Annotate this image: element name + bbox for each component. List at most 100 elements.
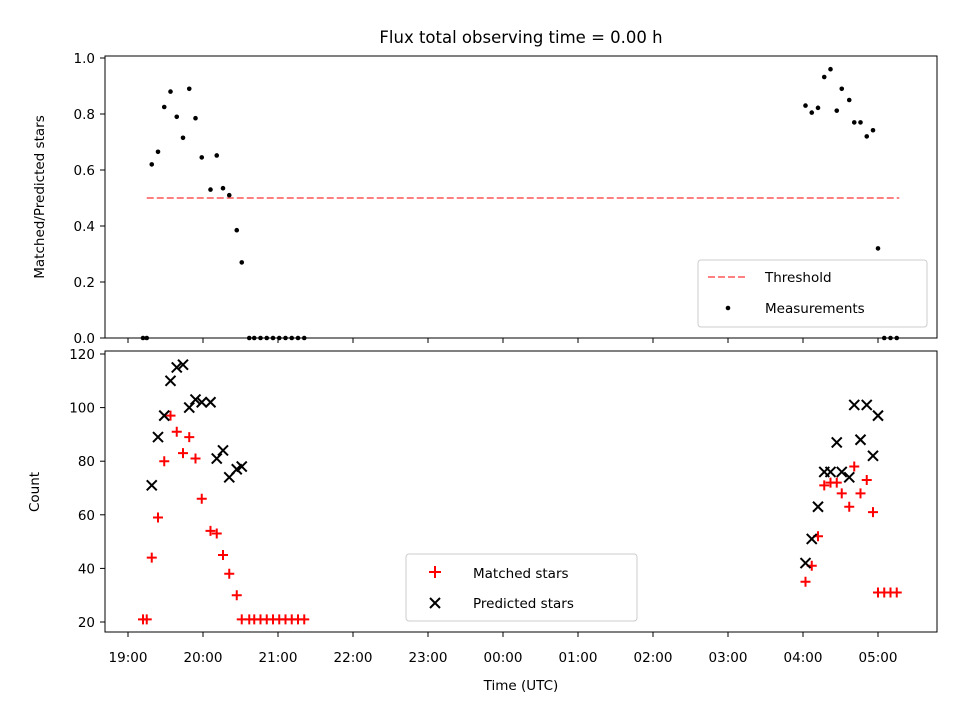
y-tick-label: 0.8	[74, 107, 95, 123]
top-y-axis: 0.0 0.2 0.4 0.6 0.8 1.0	[74, 51, 105, 347]
predicted-star-point	[183, 401, 195, 414]
legend-predicted-label: Predicted stars	[473, 596, 574, 612]
legend-measurements-swatch	[725, 305, 731, 311]
x-tick-label: 04:00	[784, 650, 823, 666]
predicted-star-point	[196, 396, 208, 408]
top-panel: 0.0 0.2 0.4 0.6 0.8 1.0 Matched/Predicted sta…	[32, 51, 938, 347]
measurement-point	[828, 66, 833, 72]
predicted-star-point	[152, 431, 164, 443]
x-tick-label: 03:00	[709, 650, 748, 666]
measurement-point	[214, 153, 220, 158]
x-tick-label: 05:00	[859, 650, 898, 666]
measurement-point	[870, 127, 876, 133]
predicted-star-point	[158, 409, 170, 422]
measurement-point	[149, 162, 155, 167]
matched-star-point	[836, 488, 847, 499]
y-tick-label: 20	[78, 615, 95, 631]
bottom-axes-frame	[104, 350, 938, 633]
predicted-star-point	[836, 466, 848, 478]
matched-star-point	[165, 410, 176, 421]
predicted-star-point	[164, 375, 177, 387]
predicted-star-point	[171, 361, 183, 374]
legend-matched-swatch	[429, 566, 441, 578]
matched-star-point	[153, 512, 163, 523]
measurement-point	[803, 103, 808, 108]
measurement-point	[168, 89, 173, 94]
predicted-star-point	[861, 399, 873, 411]
matched-star-point	[205, 525, 216, 536]
measurement-point	[851, 120, 857, 125]
measurement-point	[193, 115, 198, 121]
x-tick-label: 01:00	[559, 650, 598, 666]
predicted-star-point	[211, 452, 223, 465]
matched-star-point	[819, 480, 830, 491]
measurement-point	[180, 135, 186, 141]
x-axis-label: Time (UTC)	[483, 678, 559, 694]
matched-star-point	[855, 488, 866, 499]
matched-star-point	[141, 614, 152, 625]
matched-star-point	[844, 501, 855, 512]
bottom-plot-area	[138, 359, 902, 625]
predicted-star-point	[799, 557, 812, 569]
predicted-star-point	[831, 436, 843, 449]
y-tick-label: 0.6	[74, 163, 95, 179]
y-tick-label: 0.4	[74, 219, 95, 235]
x-tick-label: 19:00	[109, 650, 148, 666]
measurement-point	[846, 97, 852, 103]
matched-star-point	[224, 568, 235, 579]
predicted-star-point	[848, 399, 860, 411]
y-tick-label: 0.0	[74, 331, 95, 347]
bottom-x-axis: 19:00 20:00 21:00 22:00 23:00 00:00 01:00 02:00…	[109, 632, 898, 666]
bottom-legend: Matched stars Predicted stars	[405, 553, 638, 622]
matched-star-point	[218, 550, 228, 560]
measurement-point	[226, 192, 232, 198]
predicted-star-point	[177, 359, 189, 371]
matched-star-point	[171, 426, 182, 437]
predicted-star-point	[824, 466, 837, 478]
predicted-star-point	[236, 460, 248, 473]
top-axes-frame	[104, 55, 938, 339]
x-tick-label: 21:00	[259, 650, 298, 666]
y-tick-label: 80	[78, 454, 95, 470]
legend-threshold-label: Threshold	[764, 270, 832, 286]
predicted-star-point	[146, 479, 158, 492]
predicted-star-point	[189, 393, 202, 406]
x-tick-label: 22:00	[334, 650, 373, 666]
measurement-point	[809, 110, 815, 115]
measurement-point	[839, 86, 845, 92]
y-tick-label: 120	[69, 347, 95, 363]
top-legend: Threshold Measurements	[697, 259, 928, 328]
measurement-point	[858, 120, 863, 125]
y-tick-label: 60	[78, 508, 95, 524]
top-legend-box	[697, 259, 928, 328]
measurement-point	[199, 155, 205, 160]
bottom-y-axis-label: Count	[27, 472, 43, 512]
x-tick-label: 00:00	[484, 650, 523, 666]
matched-star-point	[891, 587, 902, 598]
matched-star-point	[231, 590, 242, 601]
bottom-panel: 20 40 60 80 100 120 19:00 20:00 21:00 22:00 23:00…	[27, 347, 938, 694]
predicted-star-point	[204, 396, 217, 408]
chart-title: Flux total observing time = 0.00 h	[379, 28, 662, 47]
matched-star-point	[849, 461, 860, 472]
measurement-point	[220, 185, 226, 191]
x-tick-label: 02:00	[634, 650, 673, 666]
top-x-ticks	[127, 338, 879, 343]
measurement-point	[186, 86, 192, 92]
legend-matched-label: Matched stars	[473, 566, 569, 582]
measurement-point	[864, 134, 870, 139]
predicted-star-point	[854, 434, 867, 446]
legend-predicted-swatch	[429, 597, 441, 609]
bottom-legend-box	[405, 553, 638, 622]
matched-star-point	[196, 493, 207, 504]
top-y-axis-label: Matched/Predicted stars	[32, 115, 48, 278]
predicted-star-point	[843, 471, 855, 483]
matched-star-point	[868, 507, 878, 518]
matched-star-point	[831, 477, 842, 488]
matched-star-point	[299, 614, 310, 625]
matched-star-point	[211, 528, 222, 539]
y-tick-label: 40	[78, 561, 95, 577]
matched-star-point	[184, 432, 195, 443]
matched-star-point	[178, 448, 188, 459]
predicted-star-point	[867, 450, 879, 462]
